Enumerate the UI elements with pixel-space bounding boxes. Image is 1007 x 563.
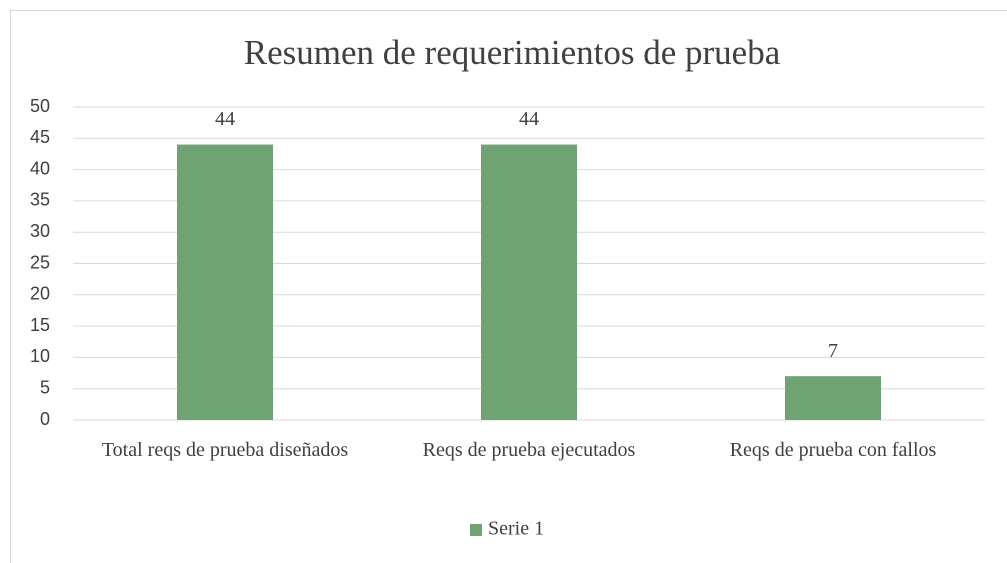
bar (785, 376, 881, 420)
y-tick-label: 35 (30, 190, 50, 210)
x-tick-label: Total reqs de prueba diseñados (101, 439, 349, 461)
y-tick-label: 25 (30, 252, 50, 272)
legend-swatch (470, 524, 482, 536)
y-tick-label: 0 (40, 409, 50, 429)
y-tick-label: 5 (40, 377, 50, 397)
y-tick-label: 10 (30, 346, 50, 366)
y-tick-label: 15 (30, 315, 50, 335)
y-tick-label: 40 (30, 158, 50, 178)
data-label: 7 (828, 340, 838, 362)
y-tick-label: 30 (30, 221, 50, 241)
chart-title: Resumen de requerimientos de prueba (244, 33, 781, 72)
bar (481, 144, 577, 420)
y-tick-label: 45 (30, 127, 50, 147)
x-tick-label: Reqs de prueba con fallos (729, 439, 937, 461)
x-tick-label: Reqs de prueba ejecutados (422, 439, 636, 461)
y-tick-label: 20 (30, 284, 50, 304)
data-label: 44 (519, 108, 539, 130)
y-tick-label: 50 (30, 96, 50, 116)
legend-label: Serie 1 (488, 518, 544, 540)
data-label: 44 (215, 108, 235, 130)
bar (177, 144, 273, 420)
